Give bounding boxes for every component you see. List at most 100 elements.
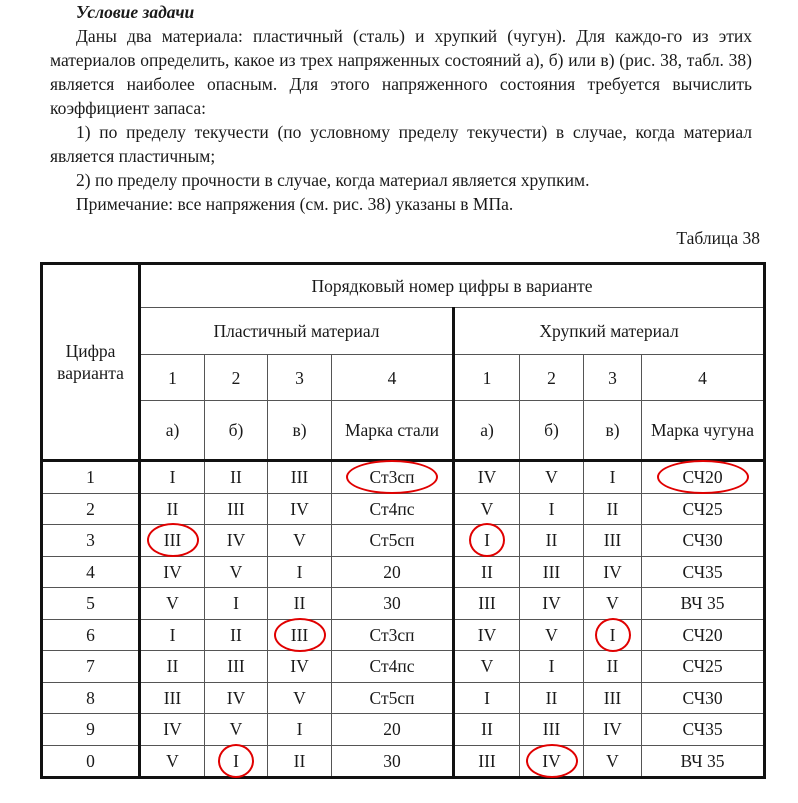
table-cell: IV <box>452 618 520 651</box>
cell-value: II <box>606 498 619 519</box>
cell-value: IV <box>226 687 246 708</box>
paragraph: Даны два материала: пластичный (сталь) и… <box>50 26 752 118</box>
cell-value: V <box>293 687 306 708</box>
column-subheader: в) <box>267 400 332 462</box>
table-row: 2 II III IV Ст4пс V I II СЧ25 <box>41 492 766 525</box>
table-row: 7 II III IV Ст4пс V I II СЧ25 <box>41 650 766 683</box>
cell-value: Ст4пс <box>369 498 415 519</box>
cell-value: I <box>609 467 616 488</box>
table-cell: V <box>452 650 520 683</box>
cell-value: СЧ25 <box>682 656 723 677</box>
cell-value: I <box>484 687 490 708</box>
cell-value: V <box>545 467 558 488</box>
table-cell: V <box>204 555 268 588</box>
cell-value: II <box>481 561 493 582</box>
cell-value: IV <box>226 530 246 551</box>
cell-value: СЧ35 <box>682 719 723 740</box>
top-header: Порядковый номер цифры в варианте <box>137 263 766 308</box>
table-cell: I <box>138 460 205 494</box>
cell-value: I <box>296 561 303 582</box>
table-cell: I <box>519 492 584 525</box>
cell-value: III <box>603 687 622 708</box>
cell-value: V <box>545 624 558 645</box>
table-cell: Ст4пс <box>331 650 454 683</box>
cell-value: IV <box>477 624 497 645</box>
cell-value: СЧ35 <box>682 561 723 582</box>
column-number: 1 <box>138 354 205 401</box>
cell-value: I <box>233 593 239 614</box>
column-subheader: Марка стали <box>331 400 454 462</box>
table-cell: IV <box>519 587 584 620</box>
cell-value: II <box>481 719 493 740</box>
table-cell: ВЧ 35 <box>640 744 766 778</box>
cell-value: I <box>484 530 490 551</box>
table-cell: Ст4пс <box>331 492 454 525</box>
table-cell: СЧ20 <box>640 618 766 651</box>
table-cell: Ст3сп <box>331 618 454 651</box>
cell-value: IV <box>542 750 561 771</box>
cell-value: I <box>169 467 176 488</box>
table-row: 8 III IV V Ст5сп I II III СЧ30 <box>41 681 766 714</box>
cell-value: III <box>163 530 182 551</box>
cell-value: II <box>545 530 558 551</box>
column-subheader: в) <box>583 400 642 462</box>
cell-value: III <box>290 624 309 645</box>
variant-digit: 9 <box>41 713 140 746</box>
cell-value: IV <box>603 561 622 582</box>
table-cell: III <box>204 650 268 683</box>
table-cell: Ст3сп <box>331 460 454 495</box>
variant-digit: 4 <box>41 555 140 588</box>
table-cell: III <box>267 460 332 494</box>
table-cell: III <box>204 492 268 525</box>
cell-value: I <box>296 719 303 740</box>
problem-statement: Условие задачи Даны два материала: пласт… <box>50 0 752 216</box>
cell-value: III <box>603 530 622 551</box>
cell-value: II <box>293 593 306 614</box>
cell-value: V <box>480 498 494 519</box>
table-cell: I <box>519 650 584 683</box>
cell-value: III <box>478 750 496 771</box>
variant-digit: 8 <box>41 681 140 714</box>
cell-value: IV <box>603 719 622 740</box>
cell-value: II <box>293 750 306 771</box>
cell-value: III <box>290 467 309 488</box>
table-cell: СЧ20 <box>640 460 766 495</box>
table-cell: IV <box>204 524 268 557</box>
table-cell: III <box>267 617 332 652</box>
table-cell: V <box>519 460 584 494</box>
table-cell: СЧ30 <box>640 681 766 714</box>
cell-value: I <box>169 624 176 645</box>
cell-value: СЧ20 <box>682 624 723 645</box>
cell-value: I <box>233 750 239 771</box>
cell-value: 30 <box>383 750 401 771</box>
table-caption: Таблица 38 <box>676 228 760 248</box>
variant-digit: 6 <box>41 618 140 651</box>
table-cell: IV <box>519 743 584 778</box>
cell-value: Ст3сп <box>369 467 415 488</box>
cell-value: III <box>163 687 182 708</box>
cell-value: 20 <box>383 719 401 740</box>
cell-value: Ст5сп <box>369 530 415 551</box>
table-cell: IV <box>452 460 520 494</box>
cell-value: IV <box>163 561 182 582</box>
table-cell: IV <box>583 713 642 746</box>
row-header: Цифра варианта <box>41 263 140 462</box>
column-subheader: а) <box>452 400 520 462</box>
table-cell: II <box>138 650 205 683</box>
table-cell: V <box>519 618 584 651</box>
table-cell: СЧ30 <box>640 524 766 557</box>
group-brittle: Хрупкий материал <box>451 307 766 355</box>
cell-value: V <box>166 593 179 614</box>
variant-digit: 2 <box>41 492 140 525</box>
table-cell: СЧ35 <box>640 713 766 746</box>
cell-value: ВЧ 35 <box>680 593 725 614</box>
table-cell: 30 <box>331 744 454 778</box>
cell-value: V <box>293 530 306 551</box>
column-number: 1 <box>452 354 520 401</box>
table-cell: II <box>267 744 332 778</box>
table-cell: III <box>519 713 584 746</box>
cell-value: I <box>548 656 555 677</box>
column-number: 4 <box>640 354 766 401</box>
variant-digit: 7 <box>41 650 140 683</box>
table-cell: III <box>138 523 205 558</box>
